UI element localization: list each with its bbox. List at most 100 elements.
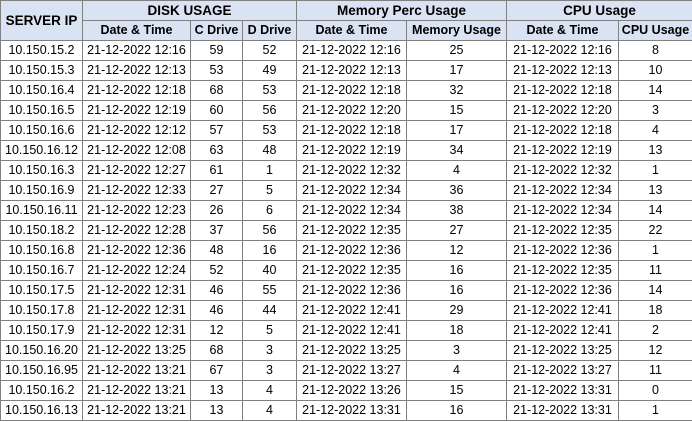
cell-cpu-date-time: 21-12-2022 12:34	[506, 180, 619, 201]
cell-c-drive: 12	[190, 320, 243, 341]
cell-memory-date-time: 21-12-2022 12:18	[296, 120, 407, 141]
cell-memory-date-time: 21-12-2022 12:18	[296, 80, 407, 101]
cell-d-drive: 55	[242, 280, 297, 301]
cell-memory-usage: 17	[406, 120, 507, 141]
header-sub-row: Date & Time C Drive D Drive Date & Time …	[1, 20, 692, 41]
cell-memory-date-time: 21-12-2022 13:26	[296, 380, 407, 401]
cell-cpu-date-time: 21-12-2022 12:34	[506, 200, 619, 221]
header-memory-col: Memory Usage	[406, 20, 507, 41]
cell-memory-usage: 4	[406, 160, 507, 181]
cell-server-ip: 10.150.16.3	[0, 160, 83, 181]
cell-disk-date-time: 21-12-2022 12:31	[82, 320, 191, 341]
cell-disk-date-time: 21-12-2022 12:24	[82, 260, 191, 281]
cell-memory-usage: 16	[406, 400, 507, 421]
table-row: 10.150.15.2 21-12-2022 12:16 59 52 21-12-202…	[0, 40, 692, 61]
cell-cpu-usage: 1	[618, 240, 692, 261]
cell-server-ip: 10.150.16.8	[0, 240, 83, 261]
cell-cpu-date-time: 21-12-2022 13:27	[506, 360, 619, 381]
cell-c-drive: 67	[190, 360, 243, 381]
cell-server-ip: 10.150.16.13	[0, 400, 83, 421]
cell-server-ip: 10.150.16.20	[0, 340, 83, 361]
header-disk-usage: DISK USAGE	[82, 0, 297, 21]
cell-memory-usage: 27	[406, 220, 507, 241]
cell-cpu-date-time: 21-12-2022 12:35	[506, 260, 619, 281]
cell-memory-date-time: 21-12-2022 12:41	[296, 300, 407, 321]
cell-memory-usage: 25	[406, 40, 507, 61]
cell-cpu-usage: 22	[618, 220, 692, 241]
table-row: 10.150.16.8 21-12-2022 12:36 48 16 21-12-202…	[0, 240, 692, 261]
cell-c-drive: 52	[190, 260, 243, 281]
cell-cpu-usage: 13	[618, 180, 692, 201]
cell-d-drive: 48	[242, 140, 297, 161]
cell-memory-date-time: 21-12-2022 12:20	[296, 100, 407, 121]
table-row: 10.150.16.3 21-12-2022 12:27 61 1 21-12-2022…	[0, 160, 692, 181]
cell-disk-date-time: 21-12-2022 12:31	[82, 300, 191, 321]
cell-d-drive: 53	[242, 120, 297, 141]
cell-server-ip: 10.150.16.95	[0, 360, 83, 381]
table-row: 10.150.17.5 21-12-2022 12:31 46 55 21-12-202…	[0, 280, 692, 301]
cell-memory-date-time: 21-12-2022 12:19	[296, 140, 407, 161]
cell-server-ip: 10.150.16.6	[0, 120, 83, 141]
header-group-row: SERVER IP DISK USAGE Memory Perc Usage C…	[0, 0, 692, 41]
cell-memory-usage: 12	[406, 240, 507, 261]
cell-c-drive: 61	[190, 160, 243, 181]
cell-memory-usage: 16	[406, 280, 507, 301]
cell-cpu-usage: 14	[618, 280, 692, 301]
cell-cpu-date-time: 21-12-2022 12:13	[506, 60, 619, 81]
cell-server-ip: 10.150.16.11	[0, 200, 83, 221]
cell-disk-date-time: 21-12-2022 12:08	[82, 140, 191, 161]
table-row: 10.150.17.9 21-12-2022 12:31 12 5 21-12-2022…	[0, 320, 692, 341]
table-row: 10.150.16.5 21-12-2022 12:19 60 56 21-12-202…	[0, 100, 692, 121]
cell-server-ip: 10.150.18.2	[0, 220, 83, 241]
cell-memory-date-time: 21-12-2022 12:35	[296, 260, 407, 281]
cell-cpu-usage: 12	[618, 340, 692, 361]
cell-d-drive: 5	[242, 180, 297, 201]
cell-disk-date-time: 21-12-2022 12:33	[82, 180, 191, 201]
cell-c-drive: 48	[190, 240, 243, 261]
cell-memory-usage: 15	[406, 380, 507, 401]
cell-cpu-date-time: 21-12-2022 12:36	[506, 280, 619, 301]
cell-c-drive: 46	[190, 280, 243, 301]
cell-memory-date-time: 21-12-2022 12:36	[296, 240, 407, 261]
cell-memory-usage: 17	[406, 60, 507, 81]
cell-c-drive: 60	[190, 100, 243, 121]
cell-c-drive: 13	[190, 400, 243, 421]
cell-cpu-date-time: 21-12-2022 12:18	[506, 120, 619, 141]
cell-memory-date-time: 21-12-2022 13:31	[296, 400, 407, 421]
cell-cpu-date-time: 21-12-2022 12:35	[506, 220, 619, 241]
cell-d-drive: 53	[242, 80, 297, 101]
cell-disk-date-time: 21-12-2022 12:28	[82, 220, 191, 241]
cell-c-drive: 53	[190, 60, 243, 81]
cell-d-drive: 1	[242, 160, 297, 181]
table-row: 10.150.16.6 21-12-2022 12:12 57 53 21-12-202…	[0, 120, 692, 141]
cell-server-ip: 10.150.16.7	[0, 260, 83, 281]
cell-disk-date-time: 21-12-2022 12:13	[82, 60, 191, 81]
table-row: 10.150.16.4 21-12-2022 12:18 68 53 21-12-202…	[0, 80, 692, 101]
cell-cpu-usage: 14	[618, 80, 692, 101]
table-row: 10.150.16.95 21-12-2022 13:21 67 3 21-12-202…	[0, 360, 692, 381]
cell-server-ip: 10.150.16.12	[0, 140, 83, 161]
cell-d-drive: 3	[242, 360, 297, 381]
cell-cpu-usage: 4	[618, 120, 692, 141]
cell-memory-date-time: 21-12-2022 12:16	[296, 40, 407, 61]
header-cpu-date-time: Date & Time	[506, 20, 619, 41]
cell-memory-usage: 32	[406, 80, 507, 101]
table-row: 10.150.16.20 21-12-2022 13:25 68 3 21-12-202…	[0, 340, 692, 361]
cell-cpu-usage: 13	[618, 140, 692, 161]
cell-cpu-date-time: 21-12-2022 12:19	[506, 140, 619, 161]
table-row: 10.150.16.11 21-12-2022 12:23 26 6 21-12-202…	[0, 200, 692, 221]
cell-memory-date-time: 21-12-2022 12:41	[296, 320, 407, 341]
cell-memory-date-time: 21-12-2022 12:35	[296, 220, 407, 241]
cell-server-ip: 10.150.16.5	[0, 100, 83, 121]
header-cpu-usage: CPU Usage	[506, 0, 692, 21]
cell-cpu-usage: 11	[618, 260, 692, 281]
cell-c-drive: 68	[190, 80, 243, 101]
cell-disk-date-time: 21-12-2022 13:21	[82, 380, 191, 401]
header-memory-usage: Memory Perc Usage	[296, 0, 507, 21]
cell-memory-usage: 16	[406, 260, 507, 281]
cell-c-drive: 13	[190, 380, 243, 401]
cell-c-drive: 59	[190, 40, 243, 61]
cell-d-drive: 49	[242, 60, 297, 81]
table-row: 10.150.18.2 21-12-2022 12:28 37 56 21-12-202…	[0, 220, 692, 241]
cell-cpu-date-time: 21-12-2022 12:36	[506, 240, 619, 261]
